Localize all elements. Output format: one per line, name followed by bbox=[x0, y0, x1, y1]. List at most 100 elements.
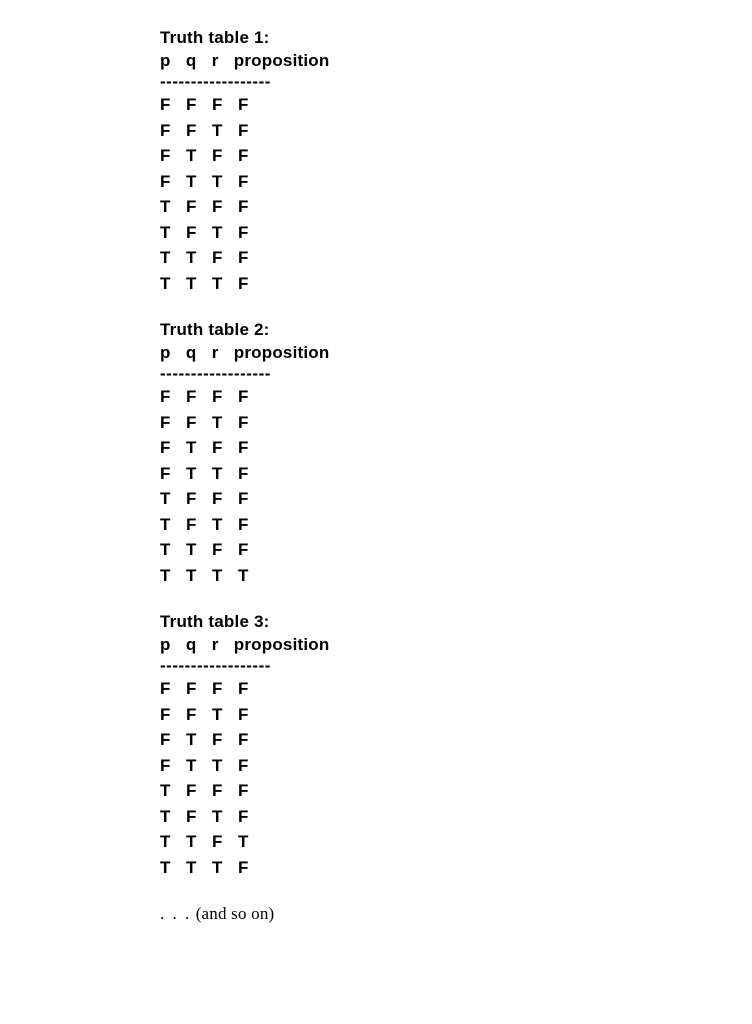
cell: F bbox=[238, 143, 264, 169]
cell: F bbox=[186, 804, 212, 830]
cell: F bbox=[238, 271, 264, 297]
cell: F bbox=[186, 118, 212, 144]
cell: T bbox=[160, 194, 186, 220]
cell: T bbox=[186, 537, 212, 563]
truth-table-3-title: Truth table 3: bbox=[160, 612, 752, 632]
cell: T bbox=[160, 855, 186, 881]
cell: T bbox=[186, 271, 212, 297]
cell: T bbox=[238, 563, 264, 589]
cell: F bbox=[160, 92, 186, 118]
table-row: TTFF bbox=[160, 537, 752, 563]
table-row: FFFF bbox=[160, 676, 752, 702]
cell: F bbox=[212, 92, 238, 118]
cell: F bbox=[238, 702, 264, 728]
truth-table-3-header: p q r proposition bbox=[160, 635, 752, 655]
table-row: FFFF bbox=[160, 92, 752, 118]
cell: T bbox=[212, 753, 238, 779]
truth-table-2-header: p q r proposition bbox=[160, 343, 752, 363]
cell: T bbox=[186, 143, 212, 169]
cell: F bbox=[186, 486, 212, 512]
cell: F bbox=[238, 384, 264, 410]
table-row: TFTF bbox=[160, 220, 752, 246]
truth-table-1-divider: ------------------ bbox=[160, 73, 752, 90]
cell: F bbox=[238, 727, 264, 753]
page: Truth table 1: p q r proposition -------… bbox=[0, 0, 752, 1024]
cell: F bbox=[160, 727, 186, 753]
ellipsis-dots: . . . bbox=[160, 904, 191, 923]
cell: T bbox=[212, 461, 238, 487]
cell: F bbox=[238, 435, 264, 461]
table-row: FFFF bbox=[160, 384, 752, 410]
header-var-q: q bbox=[186, 343, 198, 362]
truth-table-2-title: Truth table 2: bbox=[160, 320, 752, 340]
cell: F bbox=[212, 486, 238, 512]
header-var-p: p bbox=[160, 343, 172, 362]
header-var-r: r bbox=[212, 635, 221, 654]
cell: T bbox=[160, 563, 186, 589]
header-var-q: q bbox=[186, 635, 198, 654]
cell: F bbox=[186, 384, 212, 410]
cell: T bbox=[160, 271, 186, 297]
cell: F bbox=[160, 143, 186, 169]
table-row: TTTF bbox=[160, 271, 752, 297]
cell: F bbox=[238, 169, 264, 195]
cell: F bbox=[212, 829, 238, 855]
table-row: FTTF bbox=[160, 753, 752, 779]
cell: F bbox=[238, 245, 264, 271]
cell: F bbox=[212, 537, 238, 563]
cell: T bbox=[212, 563, 238, 589]
cell: T bbox=[212, 702, 238, 728]
cell: F bbox=[212, 676, 238, 702]
cell: F bbox=[186, 410, 212, 436]
cell: F bbox=[238, 92, 264, 118]
table-row: FFTF bbox=[160, 410, 752, 436]
cell: F bbox=[238, 804, 264, 830]
cell: T bbox=[186, 461, 212, 487]
cell: T bbox=[160, 245, 186, 271]
header-var-p: p bbox=[160, 51, 172, 70]
cell: F bbox=[238, 461, 264, 487]
cell: F bbox=[212, 778, 238, 804]
cell: T bbox=[186, 855, 212, 881]
truth-table-1-title: Truth table 1: bbox=[160, 28, 752, 48]
table-row: TTTF bbox=[160, 855, 752, 881]
cell: F bbox=[160, 702, 186, 728]
header-var-p: p bbox=[160, 635, 172, 654]
cell: F bbox=[160, 676, 186, 702]
table-row: TFFF bbox=[160, 486, 752, 512]
header-prop: proposition bbox=[234, 343, 330, 362]
truth-table-3-divider: ------------------ bbox=[160, 657, 752, 674]
cell: F bbox=[186, 676, 212, 702]
truth-table-2-divider: ------------------ bbox=[160, 365, 752, 382]
cell: T bbox=[160, 512, 186, 538]
table-row: TFFF bbox=[160, 778, 752, 804]
cell: F bbox=[160, 384, 186, 410]
cell: F bbox=[238, 194, 264, 220]
cell: F bbox=[186, 92, 212, 118]
cell: F bbox=[212, 727, 238, 753]
table-row: FFTF bbox=[160, 702, 752, 728]
truth-table-1-rows: FFFF FFTF FTFF FTTF TFFF TFTF TTFF TTTF bbox=[160, 92, 752, 296]
cell: F bbox=[160, 753, 186, 779]
cell: F bbox=[212, 384, 238, 410]
cell: T bbox=[186, 829, 212, 855]
cell: F bbox=[186, 702, 212, 728]
cell: T bbox=[212, 410, 238, 436]
truth-table-1-header: p q r proposition bbox=[160, 51, 752, 71]
header-prop: proposition bbox=[234, 51, 330, 70]
cell: T bbox=[212, 220, 238, 246]
table-row: FTFF bbox=[160, 143, 752, 169]
cell: F bbox=[186, 194, 212, 220]
cell: F bbox=[160, 410, 186, 436]
cell: F bbox=[160, 435, 186, 461]
table-row: FTTF bbox=[160, 461, 752, 487]
cell: T bbox=[186, 563, 212, 589]
cell: T bbox=[160, 778, 186, 804]
cell: F bbox=[186, 778, 212, 804]
cell: F bbox=[160, 169, 186, 195]
cell: F bbox=[212, 245, 238, 271]
truth-table-2: Truth table 2: p q r proposition -------… bbox=[160, 320, 752, 588]
header-var-r: r bbox=[212, 343, 221, 362]
cell: T bbox=[160, 220, 186, 246]
cell: T bbox=[212, 804, 238, 830]
